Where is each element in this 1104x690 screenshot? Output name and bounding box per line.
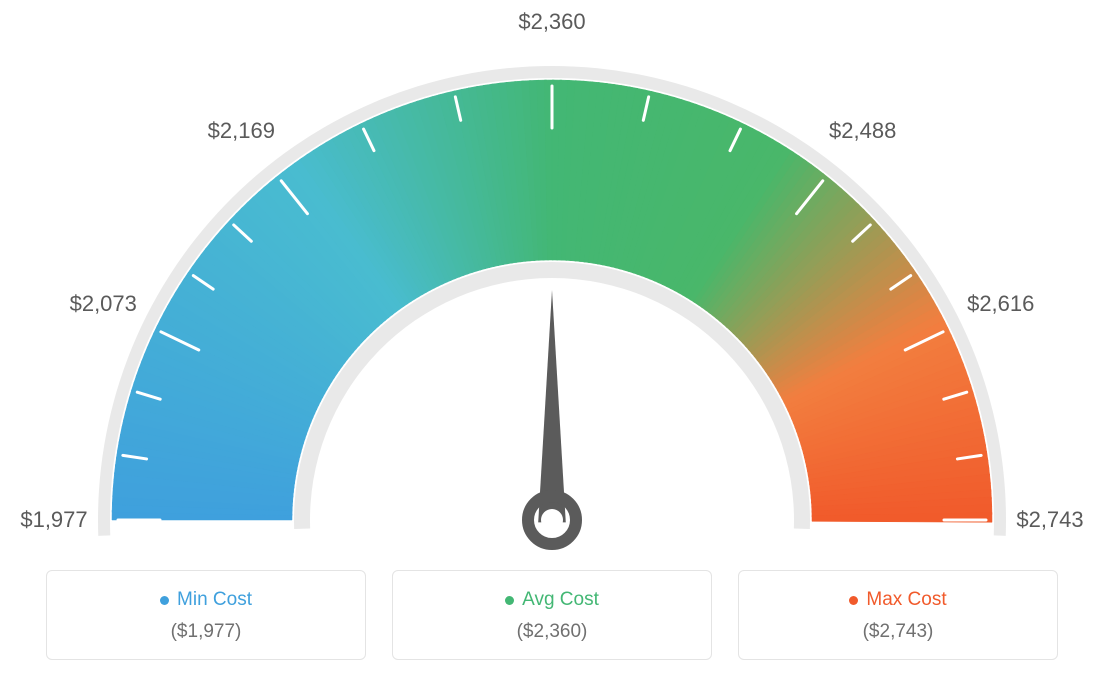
legend-title-text: Min Cost bbox=[177, 589, 252, 611]
gauge-svg bbox=[52, 20, 1052, 580]
legend-value-min: ($1,977) bbox=[57, 621, 355, 643]
gauge-tick-label: $1,977 bbox=[20, 507, 87, 533]
legend-title-min: Min Cost bbox=[160, 589, 252, 611]
legend-card-avg: Avg Cost ($2,360) bbox=[392, 570, 712, 660]
legend-title-max: Max Cost bbox=[849, 589, 946, 611]
legend-title-text: Max Cost bbox=[866, 589, 946, 611]
gauge-tick-label: $2,488 bbox=[829, 118, 896, 144]
legend-row: Min Cost ($1,977) Avg Cost ($2,360) Max … bbox=[0, 570, 1104, 660]
legend-title-text: Avg Cost bbox=[522, 589, 599, 611]
legend-card-min: Min Cost ($1,977) bbox=[46, 570, 366, 660]
gauge-tick-label: $2,743 bbox=[1016, 507, 1083, 533]
gauge-tick-label: $2,616 bbox=[967, 291, 1034, 317]
legend-title-avg: Avg Cost bbox=[505, 589, 599, 611]
gauge-tick-label: $2,169 bbox=[208, 118, 275, 144]
legend-value-avg: ($2,360) bbox=[403, 621, 701, 643]
legend-card-max: Max Cost ($2,743) bbox=[738, 570, 1058, 660]
dot-icon bbox=[849, 596, 858, 605]
gauge-chart: $1,977 $2,073 $2,169 $2,360 $2,488 $2,616 $2,7… bbox=[0, 0, 1104, 560]
gauge-tick-label: $2,073 bbox=[70, 291, 137, 317]
legend-value-max: ($2,743) bbox=[749, 621, 1047, 643]
dot-icon bbox=[160, 596, 169, 605]
gauge-tick-label: $2,360 bbox=[518, 9, 585, 35]
dot-icon bbox=[505, 596, 514, 605]
